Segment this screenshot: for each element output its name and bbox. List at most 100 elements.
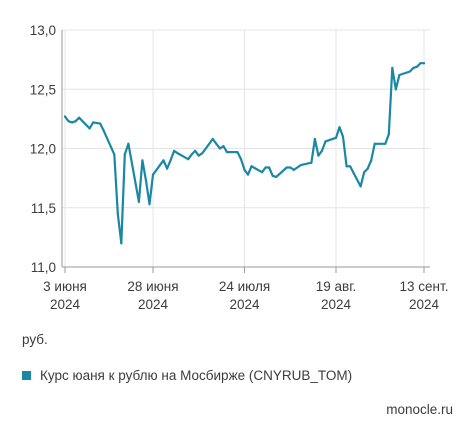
data-point bbox=[120, 242, 123, 245]
data-point bbox=[70, 121, 74, 124]
line-chart: 11,0 11,5 12,0 12,5 13,0 3 июня 2024 28 июня 20… bbox=[30, 23, 449, 312]
x-tick-label-year: 2024 bbox=[409, 297, 440, 312]
data-point bbox=[394, 88, 397, 91]
y-tick-label: 11,5 bbox=[31, 201, 56, 216]
data-point bbox=[271, 174, 274, 177]
x-tick-label: 24 июля bbox=[219, 279, 270, 294]
data-point bbox=[144, 179, 148, 182]
data-point bbox=[317, 154, 320, 157]
y-tick-label: 12,0 bbox=[30, 142, 56, 157]
data-point bbox=[338, 126, 341, 129]
legend-swatch bbox=[22, 371, 31, 380]
x-tick-label: 13 сент. bbox=[400, 279, 449, 294]
data-point bbox=[363, 171, 366, 174]
x-tick-label: 3 июня bbox=[43, 279, 87, 294]
source-label: monocle.ru bbox=[386, 402, 453, 417]
data-point bbox=[141, 159, 144, 162]
data-point bbox=[218, 147, 221, 150]
data-point bbox=[345, 165, 348, 168]
data-point bbox=[348, 165, 352, 168]
legend-label: Курс юаня к рублю на Мосбирже (CNYRUB_TO… bbox=[40, 368, 353, 383]
data-point bbox=[250, 165, 253, 168]
data-point bbox=[148, 203, 151, 206]
data-point bbox=[391, 66, 394, 70]
data-point bbox=[239, 158, 243, 161]
x-tick-label-year: 2024 bbox=[138, 297, 169, 312]
data-point bbox=[222, 145, 225, 148]
data-point bbox=[299, 163, 302, 167]
data-point bbox=[88, 127, 91, 130]
data-point bbox=[99, 122, 102, 125]
data-point bbox=[92, 121, 95, 124]
data-point bbox=[102, 129, 105, 132]
data-point bbox=[260, 171, 264, 174]
data-point bbox=[63, 115, 67, 118]
data-point bbox=[74, 120, 77, 123]
x-tick-label-year: 2024 bbox=[50, 297, 81, 312]
data-point bbox=[187, 158, 190, 161]
y-tick-label: 11,0 bbox=[31, 260, 56, 275]
data-point bbox=[275, 175, 278, 179]
data-point bbox=[285, 166, 288, 169]
data-point bbox=[162, 159, 165, 162]
data-point bbox=[359, 185, 362, 188]
x-tick-label-year: 2024 bbox=[321, 297, 352, 312]
data-point bbox=[243, 168, 246, 171]
data-point bbox=[324, 140, 327, 143]
data-point bbox=[123, 153, 126, 156]
data-point bbox=[246, 173, 250, 176]
data-point bbox=[113, 153, 116, 156]
data-point bbox=[211, 137, 214, 141]
data-point bbox=[296, 166, 299, 169]
data-point bbox=[334, 136, 338, 139]
data-point bbox=[236, 150, 239, 154]
data-point bbox=[398, 73, 401, 77]
axes bbox=[61, 30, 430, 273]
data-point bbox=[151, 173, 155, 176]
data-point bbox=[412, 66, 415, 70]
y-axis-tick-labels: 11,0 11,5 12,0 12,5 13,0 bbox=[30, 23, 56, 275]
data-point bbox=[320, 149, 324, 152]
data-point bbox=[176, 152, 179, 155]
x-tick-label: 28 июня bbox=[127, 279, 178, 294]
data-point bbox=[137, 200, 141, 203]
data-point bbox=[292, 168, 295, 171]
data-point bbox=[373, 142, 376, 145]
data-point bbox=[419, 62, 422, 65]
legend: Курс юаня к рублю на Мосбирже (CNYRUB_TO… bbox=[22, 368, 352, 383]
data-point bbox=[268, 166, 271, 169]
x-tick-label-year: 2024 bbox=[229, 297, 260, 312]
data-point bbox=[190, 153, 193, 156]
data-point bbox=[341, 135, 345, 138]
data-point bbox=[215, 142, 218, 145]
data-point bbox=[197, 154, 200, 157]
data-point bbox=[313, 137, 316, 141]
data-point bbox=[384, 142, 387, 145]
data-point bbox=[116, 212, 119, 215]
data-point bbox=[264, 166, 267, 169]
data-point bbox=[387, 133, 390, 136]
data-point bbox=[225, 150, 229, 154]
data-point bbox=[169, 159, 172, 162]
y-tick-label: 12,5 bbox=[30, 82, 56, 97]
data-point bbox=[408, 70, 412, 73]
x-axis-tick-labels: 3 июня 2024 28 июня 2024 24 июля 2024 19 авг. 2… bbox=[43, 279, 448, 312]
data-point bbox=[165, 167, 169, 170]
x-tick-label: 19 авг. bbox=[316, 279, 356, 294]
y-tick-label: 13,0 bbox=[30, 23, 56, 38]
data-point bbox=[422, 62, 426, 65]
data-point bbox=[310, 161, 313, 164]
data-point bbox=[67, 120, 70, 123]
data-point bbox=[366, 167, 369, 170]
data-point bbox=[370, 159, 373, 162]
data-point bbox=[415, 65, 419, 68]
grid-lines bbox=[62, 29, 430, 267]
data-point bbox=[201, 152, 204, 155]
y-axis-unit-label: руб. bbox=[22, 332, 48, 347]
data-point bbox=[194, 149, 197, 152]
data-point bbox=[289, 166, 292, 169]
series-layer bbox=[63, 62, 426, 245]
data-point bbox=[173, 149, 176, 152]
data-point bbox=[77, 116, 81, 119]
data-point bbox=[127, 142, 130, 145]
